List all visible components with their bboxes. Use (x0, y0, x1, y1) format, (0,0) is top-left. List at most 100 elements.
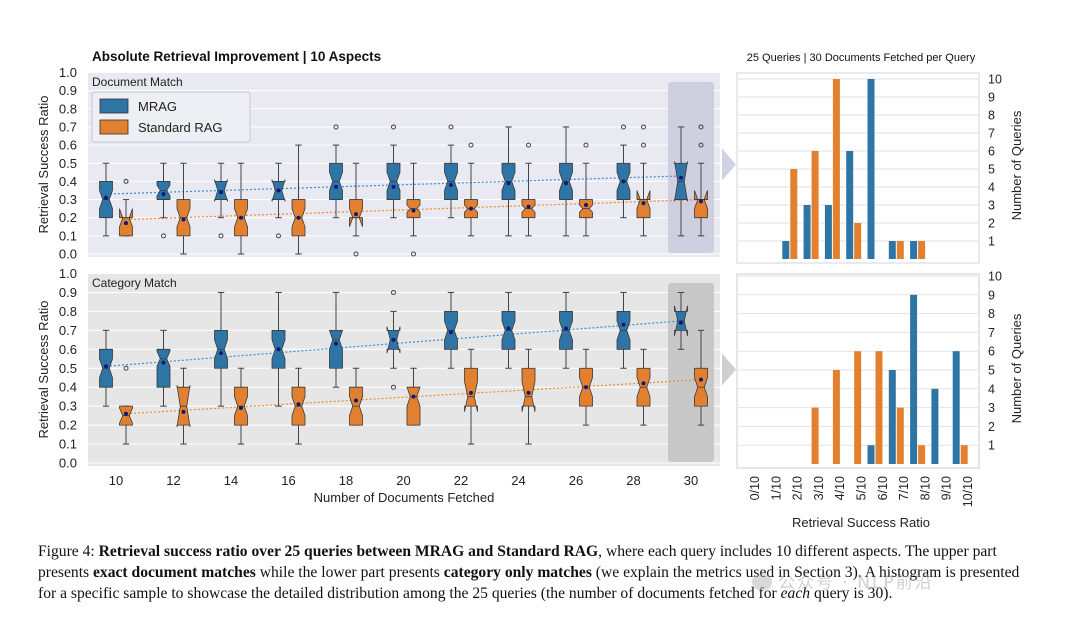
x-tick-label: 22 (454, 473, 468, 488)
mean-marker (411, 394, 416, 399)
histogram-bar (832, 79, 840, 259)
mean-marker (411, 208, 416, 213)
y-axis-label: Retrieval Success Ratio (36, 301, 51, 439)
y-tick-label: 0.5 (59, 156, 77, 171)
box (521, 367, 536, 412)
mean-marker (334, 184, 338, 189)
histogram-bar (888, 241, 896, 259)
outlier-point (641, 124, 646, 130)
y-tick-label: 0.5 (59, 361, 77, 376)
mean-marker (104, 364, 108, 369)
mean-marker (391, 184, 396, 189)
outlier-point (333, 124, 339, 130)
histogram-bar (910, 294, 918, 464)
mean-marker (239, 406, 243, 411)
legend-label-mrag: MRAG (138, 99, 177, 114)
box (406, 386, 421, 426)
outlier-point (391, 289, 396, 295)
outlier-point (583, 142, 589, 148)
legend-swatch-mrag (99, 98, 129, 114)
x-tick-label: 1/10 (769, 476, 783, 500)
y-tick-label: 2 (988, 420, 995, 434)
y-tick-label: 0.1 (59, 437, 77, 452)
x-tick-label: 8/10 (918, 476, 932, 500)
box (464, 367, 478, 412)
arrow-to-histogram (722, 353, 736, 386)
histogram-bar (875, 351, 883, 464)
mean-marker (641, 381, 646, 386)
mean-marker (679, 320, 683, 325)
histogram-bar (803, 205, 811, 259)
mean-marker (564, 326, 568, 331)
histogram-bar (846, 151, 854, 259)
outlier-point (698, 142, 704, 148)
y-tick-label: 8 (988, 307, 995, 321)
box (156, 348, 171, 388)
mean-marker (239, 215, 243, 220)
mean-marker (334, 341, 338, 346)
y-tick-label: 8 (988, 109, 995, 123)
outlier-point (448, 124, 454, 130)
y-tick-label: 0.9 (59, 83, 77, 98)
mean-marker (449, 330, 453, 335)
mean-marker (391, 337, 396, 342)
y-axis-label: Number of Queries (1009, 110, 1024, 220)
mean-marker (104, 195, 108, 200)
histogram-bar (854, 351, 862, 464)
retrieval-figure: Absolute Retrieval Improvement | 10 Aspe… (36, 49, 1024, 530)
x-tick-label: 18 (339, 473, 353, 488)
y-tick-label: 9 (988, 288, 995, 302)
legend-swatch-standard-rag (99, 119, 129, 135)
mean-marker (699, 377, 703, 382)
mean-marker (679, 175, 683, 180)
y-axis-label: Retrieval Success Ratio (36, 96, 51, 234)
x-axis-label: Retrieval Success Ratio (792, 515, 930, 530)
outlier-point (526, 142, 531, 148)
mean-marker (161, 360, 166, 365)
panel-background (88, 273, 720, 466)
arrow-to-histogram (722, 148, 736, 181)
y-tick-label: 0.0 (59, 456, 77, 471)
y-tick-label: 0.6 (59, 138, 77, 153)
x-tick-label: 5/10 (855, 476, 869, 500)
mean-marker (276, 188, 281, 193)
watermark: 公众号 · NLP前沿 (752, 568, 934, 593)
outlier-point (391, 384, 396, 390)
hist-title: 25 Queries | 30 Documents Fetched per Qu… (747, 52, 976, 64)
outlier-point (698, 124, 704, 130)
histogram-bar (790, 169, 798, 259)
y-tick-label: 1 (988, 439, 995, 453)
caption-bold-2: exact document matches (93, 564, 256, 581)
y-tick-label: 7 (988, 127, 995, 141)
histogram-bar (782, 241, 790, 259)
histogram-bar (960, 445, 968, 464)
panel-label: Category Match (92, 276, 177, 290)
caption-text-1: , where each query includes 10 different… (38, 543, 997, 581)
x-tick-label: 28 (626, 473, 640, 488)
histogram-bar (910, 241, 918, 259)
outlier-point (391, 124, 396, 130)
y-tick-label: 6 (988, 145, 995, 159)
mean-marker (354, 398, 358, 403)
y-tick-label: 3 (988, 401, 995, 415)
y-tick-label: 0.4 (59, 380, 77, 395)
mean-marker (469, 390, 473, 395)
mean-marker (526, 390, 531, 395)
histogram-bar (918, 445, 926, 464)
outlier-point (411, 251, 416, 257)
y-tick-label: 1.0 (59, 266, 77, 281)
mean-marker (526, 204, 531, 209)
y-tick-label: 5 (988, 163, 995, 177)
y-tick-label: 0.2 (59, 210, 77, 225)
x-tick-label: 2/10 (791, 476, 805, 500)
x-tick-label: 4/10 (833, 476, 847, 500)
outlier-point (123, 365, 129, 371)
mean-marker (469, 206, 473, 211)
y-tick-label: 0.7 (59, 119, 77, 134)
histogram-bar (824, 205, 832, 259)
y-tick-label: 0.2 (59, 418, 77, 433)
outlier-point (276, 233, 281, 239)
x-tick-label: 30 (684, 473, 698, 488)
y-tick-label: 1 (988, 235, 995, 249)
mean-marker (219, 190, 223, 195)
